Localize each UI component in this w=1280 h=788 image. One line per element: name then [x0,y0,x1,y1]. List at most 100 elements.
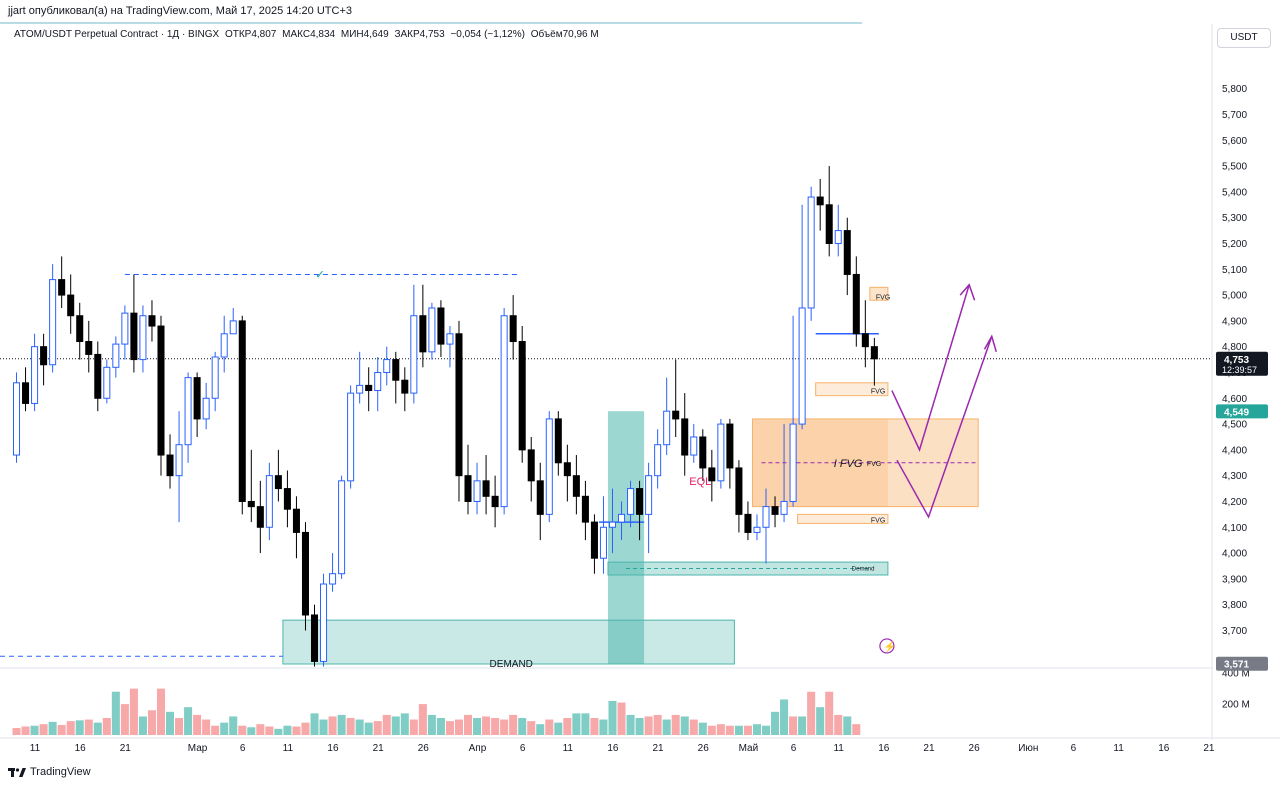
volume-bar [247,727,256,735]
x-tick-label: 6 [240,743,246,754]
tradingview-footer: TradingView [8,766,91,778]
volume-bar [626,714,635,735]
volume-bar [138,716,147,735]
y-tick-label: 5,700 [1222,110,1247,121]
volume-bar [743,725,752,735]
candle-body [536,480,544,515]
volume-bar [509,714,518,735]
ifvg-zone-inner [752,418,888,507]
candle-body [473,480,481,502]
header-divider [0,22,862,24]
volume-bar [725,725,734,735]
volume-bar [590,718,599,735]
candle-body [76,315,84,343]
x-tick-label: 16 [1158,743,1170,754]
candle-body [301,531,309,616]
candle-body [491,495,499,508]
candle-body [455,333,463,477]
volume-bar [464,714,473,735]
volume-bar [825,691,834,735]
volume-bar [310,713,319,735]
candle-body [292,508,300,533]
candle-body [708,467,716,482]
volume-bar [482,716,491,735]
candle-body [482,480,490,497]
y-tick-label: 4,800 [1222,342,1247,353]
volume-bar [518,718,527,735]
candle-body [419,315,427,353]
volume-bar [563,718,572,735]
x-tick-label: 26 [969,743,981,754]
tradingview-logo-icon [8,768,26,777]
y-tick-label: 5,600 [1222,136,1247,147]
x-tick-label: 21 [1203,743,1215,754]
volume-bar [337,714,346,735]
x-tick-label: 6 [520,743,526,754]
candle-body [753,526,761,533]
candle-body [780,500,788,515]
y-tick-label: 4,700 [1222,368,1247,379]
volume-bar [66,721,75,735]
y-tick-label: 5,200 [1222,239,1247,250]
x-tick-label: 11 [563,743,574,754]
candle-body [672,410,680,420]
fvg-label-top: FVG [876,294,890,301]
candle-body [22,382,30,404]
lightning-icon [879,638,895,654]
volume-bar [355,719,364,735]
volume-bar [93,722,102,735]
volume-bar [545,719,554,735]
candle-body [94,353,102,399]
price-tag-label: 4,753 [1224,355,1249,366]
ifvg-zone-wide [751,418,979,508]
price-tag [1216,656,1268,671]
x-tick-label: Май [739,743,759,754]
volume-bar [635,718,644,735]
y-tick-label: 3,700 [1222,626,1247,637]
candle-body [437,307,445,345]
y-tick-label: 5,800 [1222,84,1247,95]
candle-body [500,315,508,508]
volume-bar [301,722,310,735]
symbol-name[interactable]: ATOM/USDT Perpetual Contract · 1Д · BING… [14,29,220,40]
ohlc-close: ЗАКР4,753 [394,29,445,40]
x-tick-label: 21 [120,743,132,754]
candle-body [608,521,617,528]
x-tick-label: 11 [833,743,844,754]
candle-body [383,359,391,373]
volume-bar [780,699,789,735]
currency-selector[interactable]: USDT [1217,28,1271,48]
volume-bar [454,719,463,735]
x-tick-label: 16 [607,743,619,754]
arrowhead-icon [959,283,976,301]
volume-bar [436,718,445,735]
volume-bar [147,710,156,735]
volume-bar [644,716,653,735]
candle-body [735,467,743,515]
y-tick-label: 5,000 [1222,291,1247,302]
volume-bar [843,716,852,735]
forecast-path-1 [891,284,970,452]
candle-body [347,392,355,482]
candle-body [184,377,192,446]
volume-bar [716,724,725,735]
volume-bar [156,688,166,735]
y-tick-label: 4,400 [1222,445,1247,456]
candle-body [618,513,626,523]
y-tick-label: 4,300 [1222,471,1247,482]
candle-body [310,614,319,662]
candle-body [834,230,842,244]
volume-bar [202,719,211,735]
volume-bar [48,721,57,735]
volume-bar [418,704,427,735]
volume-bar [581,713,590,735]
fvg-zone-top [869,286,889,301]
candle-body [645,475,653,515]
volume-bar [175,718,184,735]
candle-body [771,506,779,515]
fvg-zone-upper [815,382,889,397]
candle-body [148,315,156,327]
volume-bar [680,716,689,735]
candle-body [654,444,662,477]
